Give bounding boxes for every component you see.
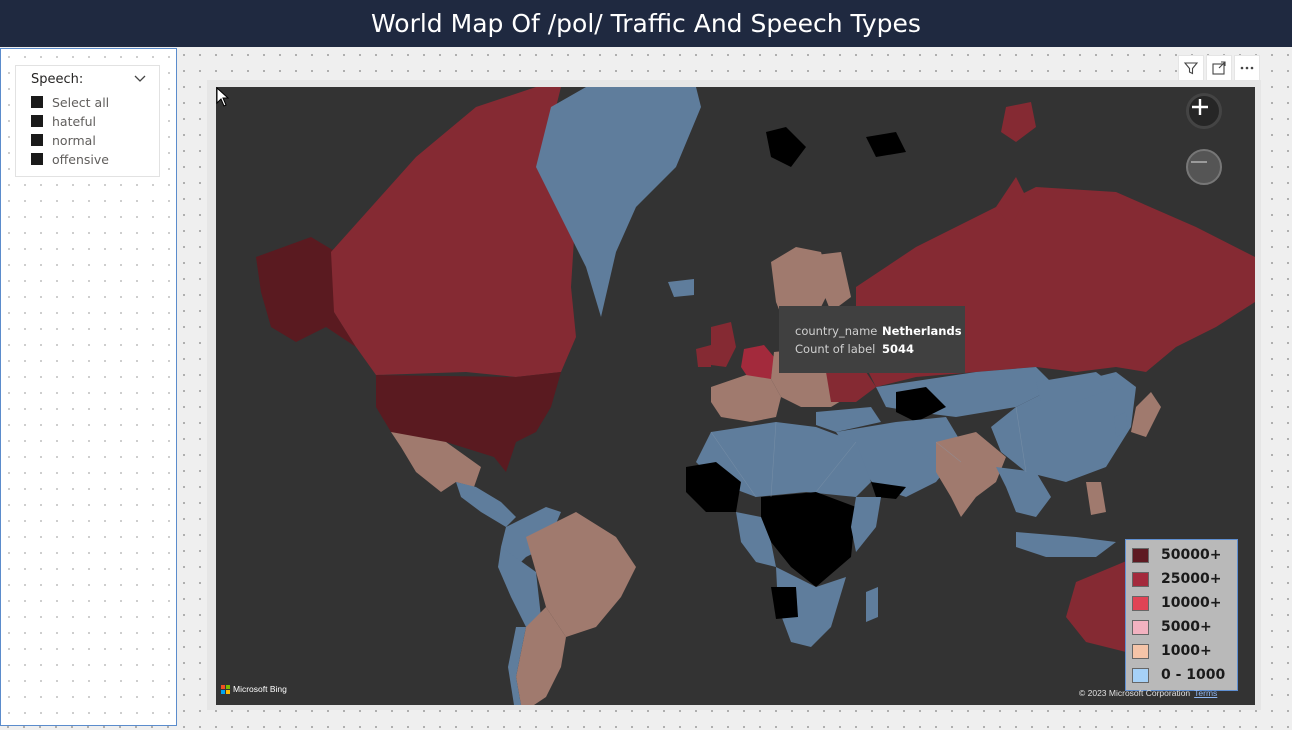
legend-item: 25000+ [1132,570,1221,588]
mouse-cursor-icon [216,87,230,107]
filter-button[interactable] [1178,55,1204,81]
region-mongolia [1036,372,1116,402]
legend-label: 0 - 1000 [1161,667,1226,683]
world-map-shapes [256,87,1255,705]
legend-label: 1000+ [1161,643,1212,659]
region-southeast-asia [996,467,1051,517]
region-central-africa-blue [736,512,776,567]
region-western-europe [711,375,781,422]
map-legend: 50000+ 25000+ 10000+ 5000+ 1000+ 0 - 100… [1125,539,1238,691]
slicer-item-normal[interactable]: normal [31,132,96,148]
zoom-out-button[interactable] [1186,149,1222,185]
region-china [991,372,1136,482]
region-ukraine [826,372,876,402]
legend-item: 1000+ [1132,642,1212,660]
chevron-down-icon[interactable] [134,74,146,84]
report-title: World Map Of /pol/ Traffic And Speech Ty… [0,0,1292,47]
slicer-item-label: hateful [52,113,96,129]
region-netherlands [741,345,774,382]
region-japan [1131,392,1161,437]
region-yemen [871,482,906,499]
legend-item: 50000+ [1132,546,1221,564]
region-ireland [696,345,711,367]
legend-item: 5000+ [1132,618,1212,636]
tooltip-label-count: Count of label [795,342,876,356]
more-options-icon [1240,66,1254,70]
region-angola-black [771,587,798,619]
bing-attribution[interactable]: Microsoft Bing [221,684,287,694]
plus-icon [1192,99,1208,115]
tooltip-value-count: 5044 [882,342,915,356]
region-finland [816,252,851,312]
focus-mode-icon [1212,61,1226,75]
legend-swatch [1132,595,1149,611]
legend-swatch [1132,667,1149,683]
legend-swatch [1132,547,1149,563]
region-brazil [526,512,636,637]
region-svalbard [866,132,906,157]
tooltip-label-country: country_name [795,324,878,338]
region-central-asia-black [896,387,946,422]
more-options-button[interactable] [1234,55,1260,81]
region-korea [1114,412,1128,437]
microsoft-logo-icon [221,684,230,694]
legend-item: 0 - 1000 [1132,666,1225,684]
region-east-africa [851,497,881,552]
region-west-africa-black [686,462,741,512]
terms-link[interactable]: Terms [1194,688,1218,698]
region-madagascar [866,587,878,622]
focus-mode-button[interactable] [1206,55,1232,81]
legend-swatch [1132,619,1149,635]
map-tooltip: country_name Netherlands Count of label … [779,306,965,373]
region-philippines [1086,482,1106,515]
slicer-item-label: offensive [52,151,109,167]
checkbox-icon[interactable] [31,134,43,146]
region-india [936,432,1006,517]
checkbox-icon[interactable] [31,96,43,108]
filter-icon [1183,62,1199,75]
speech-slicer[interactable]: Speech: Select all hateful normal offens… [15,65,160,177]
legend-label: 5000+ [1161,619,1212,635]
legend-swatch [1132,643,1149,659]
region-iceland [668,279,694,297]
checkbox-icon[interactable] [31,153,43,165]
region-peru [498,547,541,627]
checkbox-icon[interactable] [31,115,43,127]
map-copyright: © 2023 Microsoft Corporation Terms [1079,688,1217,698]
region-alaska [256,237,356,347]
slicer-item-offensive[interactable]: offensive [31,151,109,167]
minus-icon [1191,161,1207,163]
region-east-siberia-islands [1001,102,1036,142]
tooltip-value-country: Netherlands [882,324,962,338]
slicer-item-label: normal [52,132,96,148]
region-usa [376,372,561,472]
region-argentina [516,607,566,705]
slicer-title: Speech: [31,72,84,87]
slicer-item-label: Select all [52,94,110,110]
legend-label: 10000+ [1161,595,1222,611]
world-map[interactable]: country_name Netherlands Count of label … [216,87,1255,705]
region-canada [331,87,576,377]
region-greenland [536,87,701,317]
slicer-item-hateful[interactable]: hateful [31,113,96,129]
bing-attribution-label: Microsoft Bing [233,684,287,694]
region-central-africa-black [761,492,856,587]
slicer-item-select-all[interactable]: Select all [31,94,109,110]
legend-swatch [1132,571,1149,587]
legend-label: 50000+ [1161,547,1222,563]
region-arctic-islands [766,127,806,167]
region-novaya-zemlya [996,177,1026,227]
region-indonesia [1016,532,1116,557]
region-central-america [456,482,516,527]
zoom-in-button[interactable] [1186,93,1222,129]
legend-item: 10000+ [1132,594,1221,612]
copyright-text: © 2023 Microsoft Corporation [1079,688,1191,698]
region-mexico [391,432,481,492]
region-turkey [816,407,881,432]
legend-label: 25000+ [1161,571,1222,587]
region-chile [508,627,526,705]
region-uk [711,322,736,367]
